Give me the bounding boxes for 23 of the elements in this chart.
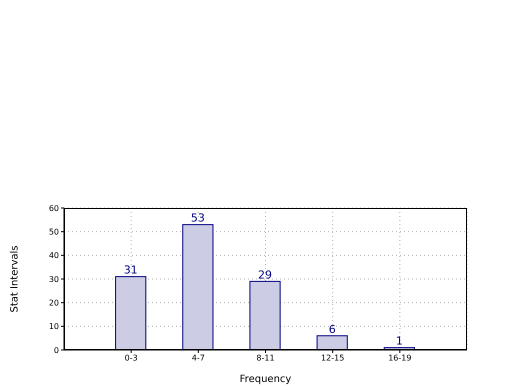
data-label: 31 xyxy=(124,264,138,277)
y-tick-label: 50 xyxy=(48,228,59,237)
data-label: 53 xyxy=(190,212,205,225)
data-label: 6 xyxy=(328,322,336,336)
bar xyxy=(249,280,281,350)
x-tick-label: 8-11 xyxy=(256,354,275,363)
bar xyxy=(182,224,214,350)
data-label: 29 xyxy=(258,268,272,282)
y-tick-label: 30 xyxy=(48,274,59,284)
y-tick-label: 60 xyxy=(48,204,59,213)
bar xyxy=(316,335,348,350)
x-tick-label: 4-7 xyxy=(192,354,205,363)
y-tick-label: 0 xyxy=(54,346,59,355)
x-tick-label: 12-15 xyxy=(321,354,344,363)
x-tick-label: 16-19 xyxy=(388,354,412,363)
y-tick-label: 40 xyxy=(48,251,59,260)
y-tick-label: 10 xyxy=(48,322,59,332)
y-tick-label: 20 xyxy=(48,298,59,308)
x-axis-title: Frequency xyxy=(240,374,292,385)
bar xyxy=(115,276,146,350)
x-tick-label: 0-3 xyxy=(124,354,138,363)
y-axis-title: Stat Intervals xyxy=(10,245,21,313)
data-label: 1 xyxy=(396,334,403,348)
